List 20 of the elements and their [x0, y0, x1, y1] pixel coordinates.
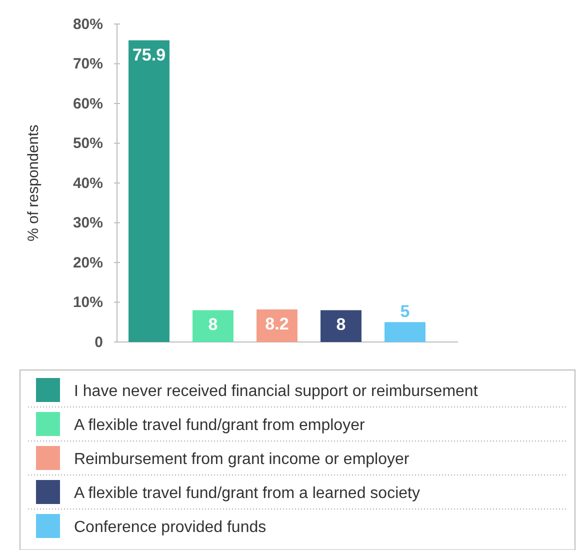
- legend-label: A flexible travel fund/grant from employer: [74, 417, 366, 434]
- y-tick-label: 40%: [72, 174, 103, 192]
- data-label: 75.9: [132, 45, 166, 64]
- y-tick-label: 10%: [72, 294, 103, 312]
- data-label: 8: [208, 315, 218, 334]
- data-label: 5: [400, 302, 410, 322]
- data-label: 8.2: [265, 314, 289, 334]
- y-axis-title: % of respondents: [25, 124, 42, 242]
- legend-label: Conference provided funds: [74, 519, 266, 536]
- y-tick-label: 80%: [72, 16, 103, 33]
- data-label: 8: [336, 315, 346, 334]
- y-tick-label: 50%: [72, 135, 103, 152]
- y-tick-label: 20%: [72, 254, 103, 272]
- legend-label: A flexible travel fund/grant from a learned society: [74, 485, 420, 502]
- y-tick-label: 70%: [72, 56, 103, 73]
- y-tick-label: 0: [94, 334, 103, 351]
- legend-label: Reimbursement from grant income or employer: [74, 451, 410, 468]
- y-tick-label: 60%: [72, 95, 103, 112]
- y-tick-label: 30%: [72, 214, 103, 232]
- legend-label: I have never received financial support or reimbursement: [74, 383, 478, 400]
